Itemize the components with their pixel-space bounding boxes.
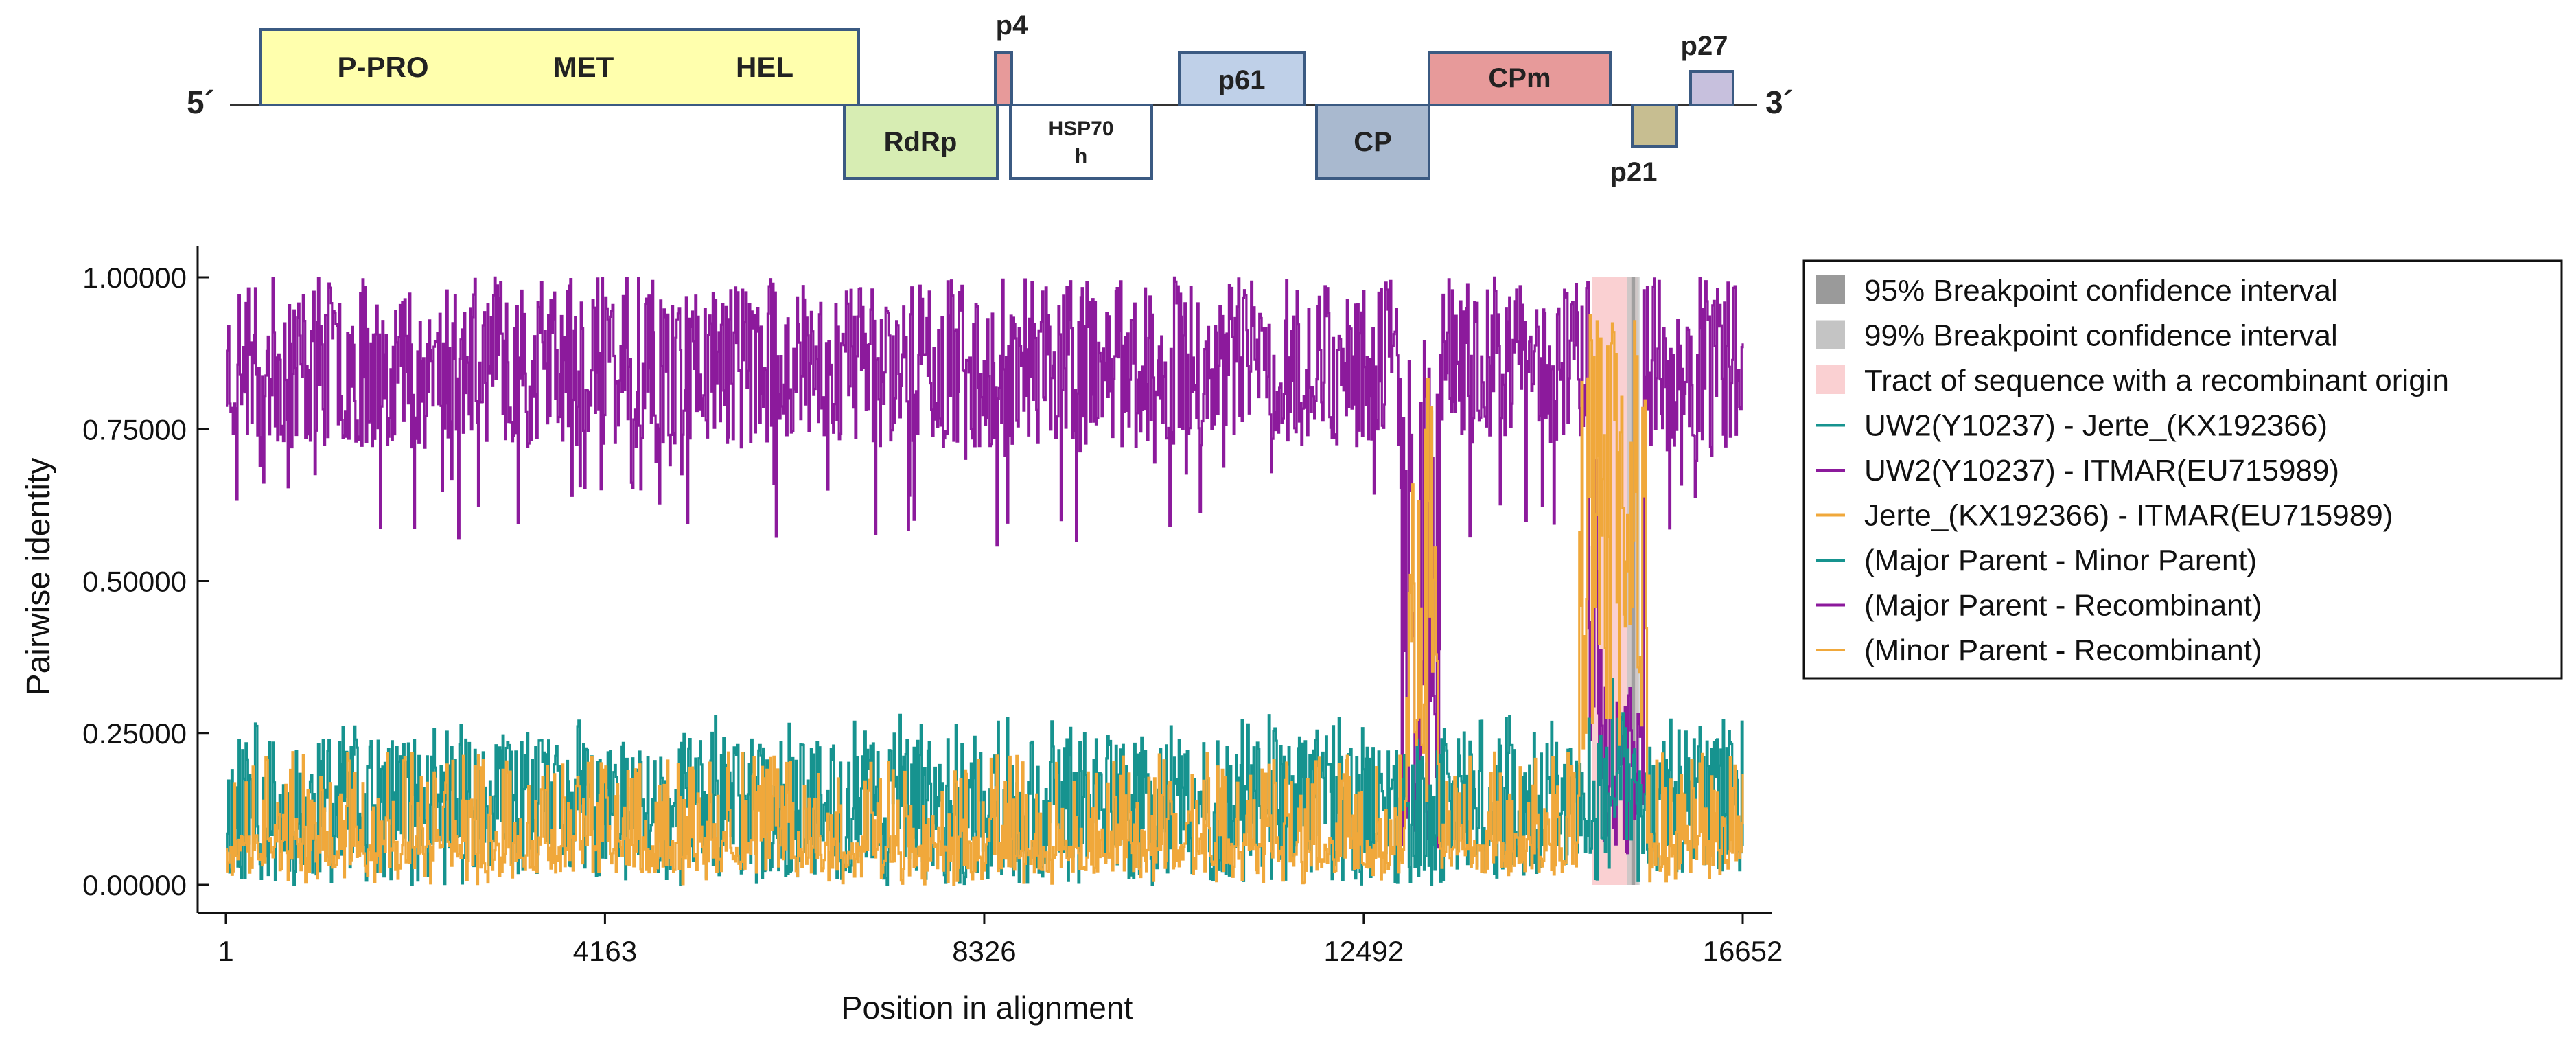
gene-label-p27: p27 [1681, 31, 1728, 61]
y-tick-label: 0.00000 [82, 869, 187, 901]
legend-label: (Major Parent - Minor Parent) [1864, 544, 2257, 577]
gene-label-cpm: CPm [1488, 63, 1551, 93]
three-prime-label: 3´ [1765, 84, 1794, 120]
gene-p4 [994, 51, 1013, 106]
gene-cp [1315, 104, 1430, 180]
legend-label: 95% Breakpoint confidence interval [1864, 274, 2338, 308]
y-axis-label: Pairwise identity [21, 458, 57, 696]
legend-label: (Minor Parent - Recombinant) [1864, 634, 2262, 667]
y-tick-label: 0.75000 [82, 413, 187, 446]
gene-label-cp: CP [1354, 127, 1392, 157]
legend-swatch-box [1816, 365, 1845, 394]
gene-label-hsp70: HSP70 [1048, 117, 1113, 140]
legend-frame [1802, 259, 2563, 680]
gene-rdrp [843, 104, 999, 180]
x-ticks: 1 4163 8326 12492 16652 [218, 913, 1783, 967]
gene-label-p21: p21 [1610, 157, 1658, 187]
gene-hsp70h [1009, 104, 1153, 180]
legend-label: UW2(Y10237) - Jerte_(KX192366) [1864, 409, 2328, 443]
y-tick-label: 1.00000 [82, 262, 187, 294]
y-ticks: 0.00000 0.25000 0.50000 0.75000 1.00000 [82, 262, 209, 901]
gene-label-p61: p61 [1218, 65, 1266, 95]
series-line-1 [226, 276, 1744, 855]
legend-label: Tract of sequence with a recombinant ori… [1864, 364, 2449, 397]
legend-label: 99% Breakpoint confidence interval [1864, 319, 2338, 353]
legend-label: (Major Parent - Recombinant) [1864, 589, 2262, 623]
series-line-2 [226, 314, 1744, 886]
y-tick-label: 0.50000 [82, 566, 187, 598]
gene-p27 [1689, 70, 1734, 106]
gene-label-h: h [1075, 145, 1087, 167]
gene-label-p-pro: P-PRO [337, 51, 428, 83]
gene-label-p4: p4 [996, 10, 1028, 41]
legend-label: UW2(Y10237) - ITMAR(EU715989) [1864, 454, 2339, 487]
legend-entries: 95% Breakpoint confidence interval 99% Br… [1816, 274, 2449, 667]
series-layer [226, 276, 1744, 886]
x-axis-label: Position in alignment [842, 990, 1133, 1026]
gene-polyprotein [259, 28, 860, 106]
gene-label-rdrp: RdRp [884, 127, 958, 157]
gene-label-met: MET [553, 51, 614, 83]
y-tick-label: 0.25000 [82, 717, 187, 750]
gene-cpm [1428, 51, 1612, 106]
five-prime-label: 5´ [187, 84, 215, 120]
gene-p61 [1178, 51, 1306, 106]
plot-area: 0.00000 0.25000 0.50000 0.75000 1.00000 1 416… [21, 246, 1783, 1026]
legend-swatch-box [1816, 275, 1845, 304]
genome-map: 5´ 3´ P-PRO MET HEL RdRp p4 HSP70 h p61 … [187, 10, 1794, 187]
legend-swatch-box [1816, 320, 1845, 349]
gene-p21 [1631, 104, 1678, 148]
gene-label-hel: HEL [736, 51, 793, 83]
x-tick-label: 16652 [1703, 935, 1783, 967]
legend: 95% Breakpoint confidence interval 99% Br… [1802, 259, 2563, 680]
x-tick-label: 4163 [573, 935, 637, 967]
x-tick-label: 8326 [952, 935, 1016, 967]
x-tick-label: 1 [218, 935, 233, 967]
legend-label: Jerte_(KX192366) - ITMAR(EU715989) [1864, 499, 2393, 533]
x-tick-label: 12492 [1323, 935, 1404, 967]
